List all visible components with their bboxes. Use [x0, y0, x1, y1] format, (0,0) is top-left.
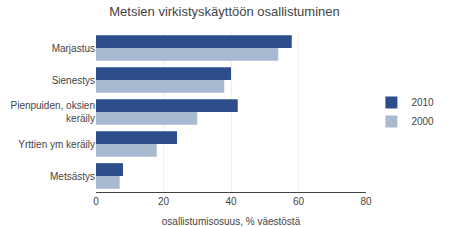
svg-text:Metsästys: Metsästys: [50, 171, 95, 182]
svg-text:2010: 2010: [411, 97, 434, 108]
svg-text:Sienestys: Sienestys: [52, 75, 95, 86]
svg-text:20: 20: [158, 196, 170, 207]
svg-text:Marjastus: Marjastus: [52, 43, 95, 54]
svg-text:Pienpuiden, oksienkeräily: Pienpuiden, oksienkeräily: [10, 100, 95, 124]
svg-text:Yrttien ym keräily: Yrttien ym keräily: [18, 139, 95, 150]
svg-text:80: 80: [360, 196, 372, 207]
svg-text:60: 60: [293, 196, 305, 207]
svg-text:Metsien virkistyskäyttöön osal: Metsien virkistyskäyttöön osallistuminen: [109, 4, 339, 19]
svg-text:2000: 2000: [411, 116, 434, 127]
svg-text:40: 40: [225, 196, 237, 207]
svg-text:osallistumisosuus, % väestöstä: osallistumisosuus, % väestöstä: [162, 216, 301, 227]
svg-text:0: 0: [93, 196, 99, 207]
